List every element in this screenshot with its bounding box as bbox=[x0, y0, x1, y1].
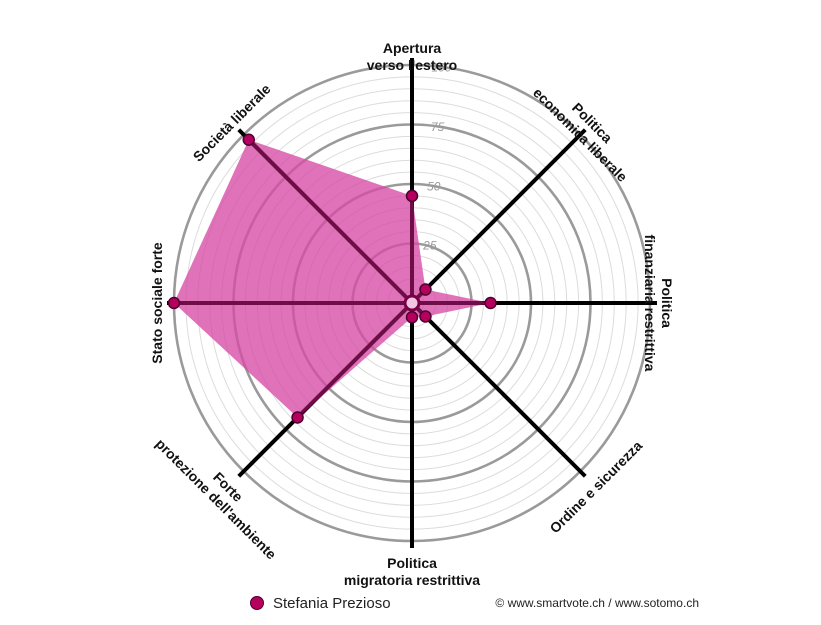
data-point[interactable] bbox=[167, 296, 181, 310]
tick-label: 100 bbox=[431, 61, 451, 75]
data-point[interactable] bbox=[419, 310, 432, 323]
data-point[interactable] bbox=[484, 296, 497, 310]
series-spoke-overlay bbox=[247, 138, 414, 305]
axis-label-line: Stato sociale forte bbox=[149, 242, 165, 364]
legend[interactable]: Stefania Prezioso bbox=[250, 592, 391, 614]
data-point[interactable] bbox=[405, 311, 419, 324]
axis-spoke bbox=[410, 301, 587, 478]
axis-label-line: Politica bbox=[387, 555, 437, 571]
axis-spoke bbox=[410, 128, 587, 305]
axis-label-line: verso l'estero bbox=[367, 57, 458, 73]
tick-label: 50 bbox=[427, 179, 441, 193]
series-spoke-overlay bbox=[296, 301, 414, 419]
tick-labels: 25 50 75 100 bbox=[422, 61, 452, 253]
data-point[interactable] bbox=[405, 189, 419, 203]
data-points bbox=[167, 133, 497, 424]
data-point[interactable] bbox=[291, 411, 304, 424]
data-point[interactable] bbox=[419, 283, 432, 296]
axis-label-7: Stato sociale forte bbox=[149, 242, 165, 364]
axis-label-line: migratoria restrittiva bbox=[344, 572, 480, 588]
legend-label: Stefania Prezioso bbox=[273, 594, 391, 612]
legend-marker bbox=[250, 596, 264, 610]
tick-label: 25 bbox=[422, 239, 437, 253]
data-point[interactable] bbox=[242, 133, 256, 147]
credits: © www.smartvote.ch / www.sotomo.ch bbox=[495, 596, 699, 610]
center-marker bbox=[403, 294, 421, 312]
axis-label-line: Apertura bbox=[383, 40, 442, 56]
axis-label-line: Politica bbox=[659, 278, 675, 328]
axis-label-line: finanziaria restrittiva bbox=[642, 235, 658, 372]
tick-label: 75 bbox=[431, 120, 445, 134]
